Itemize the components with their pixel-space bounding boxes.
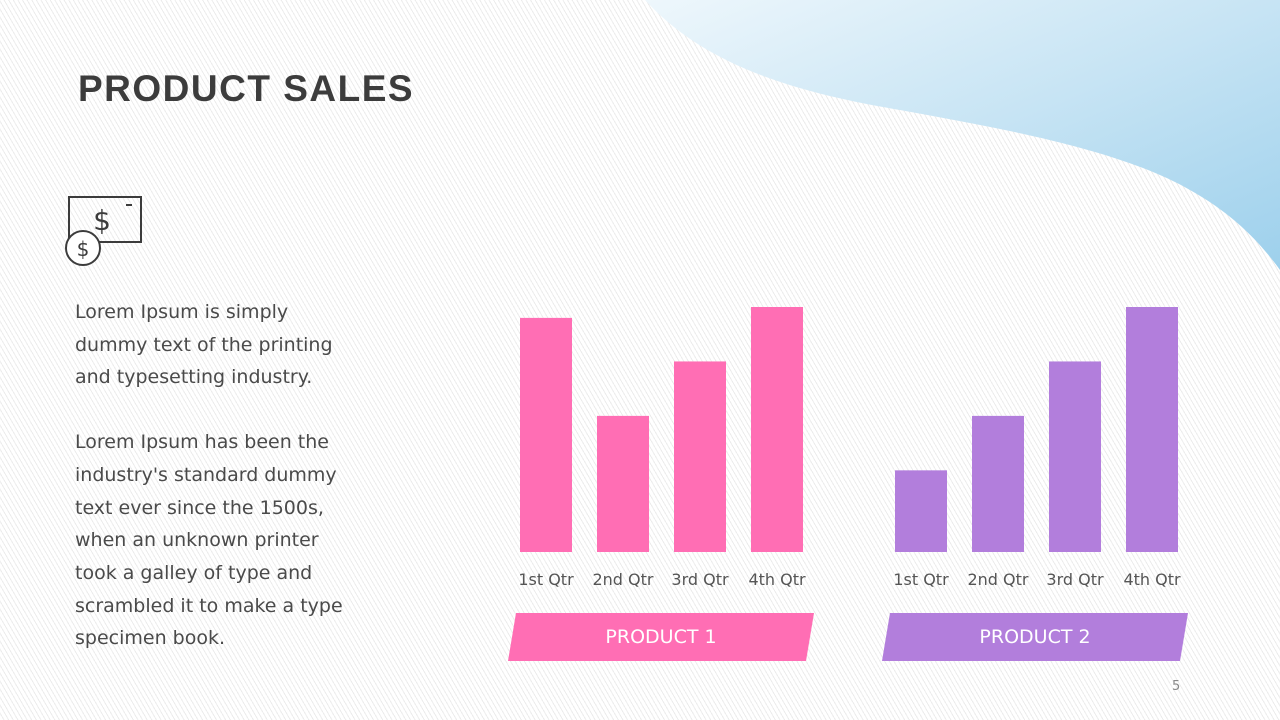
category-label-product-1-q2: 2nd Qtr bbox=[592, 570, 653, 589]
bar-product-1-q4 bbox=[751, 307, 803, 552]
category-label-product-2-q4: 4th Qtr bbox=[1123, 570, 1181, 589]
product-1-label: PRODUCT 1 bbox=[605, 626, 717, 648]
bar-product-1-q1 bbox=[520, 317, 572, 552]
bar-product-1-q3 bbox=[674, 361, 726, 552]
svg-text:$: $ bbox=[93, 204, 111, 237]
paragraph-2: Lorem Ipsum has been the industry's stan… bbox=[75, 431, 343, 650]
svg-text:$: $ bbox=[77, 237, 90, 261]
product-2-label: PRODUCT 2 bbox=[979, 626, 1091, 648]
slide-title: PRODUCT SALES bbox=[78, 68, 415, 109]
category-label-product-1-q1: 1st Qtr bbox=[518, 570, 574, 589]
paragraph-1: Lorem Ipsum is simply dummy text of the … bbox=[75, 301, 333, 389]
category-label-product-2-q3: 3rd Qtr bbox=[1046, 570, 1104, 589]
bar-product-2-q4 bbox=[1126, 307, 1178, 552]
body-text: Lorem Ipsum is simply dummy text of the … bbox=[75, 296, 365, 687]
product-1-banner: PRODUCT 1 bbox=[508, 613, 814, 661]
page-number: 5 bbox=[1172, 679, 1181, 694]
category-label-product-2-q1: 1st Qtr bbox=[893, 570, 949, 589]
bar-product-2-q3 bbox=[1049, 361, 1101, 552]
category-label-product-2-q2: 2nd Qtr bbox=[967, 570, 1028, 589]
category-label-product-1-q3: 3rd Qtr bbox=[671, 570, 729, 589]
category-label-product-1-q4: 4th Qtr bbox=[748, 570, 806, 589]
bar-product-2-q1 bbox=[895, 470, 947, 552]
product-2-banner: PRODUCT 2 bbox=[882, 613, 1188, 661]
bar-product-2-q2 bbox=[972, 415, 1024, 552]
money-bill-coin-icon: $ $ bbox=[65, 196, 142, 266]
bar-product-1-q2 bbox=[597, 415, 649, 552]
